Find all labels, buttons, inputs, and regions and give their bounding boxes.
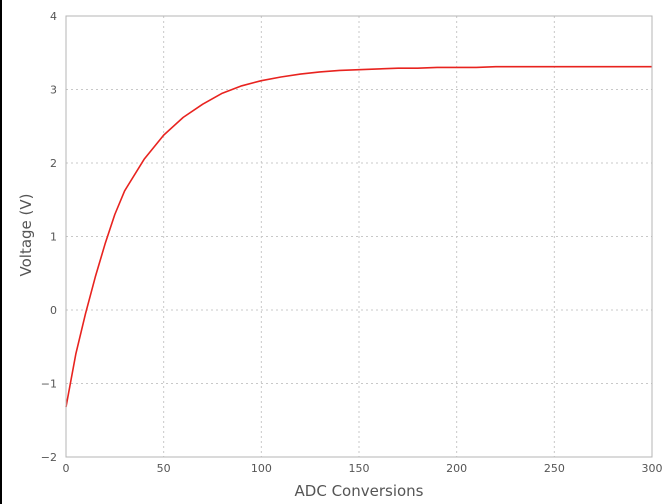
x-tick-label: 100 xyxy=(251,462,272,475)
tick-labels: 0 50 100 150 200 250 300 −2 −1 0 1 2 3 4 xyxy=(41,10,663,475)
voltage-series-line xyxy=(65,65,652,408)
x-tick-label: 0 xyxy=(63,462,70,475)
y-tick-label: 3 xyxy=(50,84,57,97)
y-tick-label: 1 xyxy=(50,231,57,244)
y-tick-label: 4 xyxy=(50,10,57,23)
y-tick-label: −1 xyxy=(41,378,57,391)
x-tick-label: 200 xyxy=(446,462,467,475)
x-tick-label: 50 xyxy=(157,462,171,475)
x-tick-label: 300 xyxy=(642,462,663,475)
y-axis-title: Voltage (V) xyxy=(17,194,35,277)
y-tick-label: 2 xyxy=(50,157,57,170)
grid xyxy=(66,16,652,457)
x-tick-label: 150 xyxy=(349,462,370,475)
x-tick-label: 250 xyxy=(544,462,565,475)
y-tick-label: 0 xyxy=(50,304,57,317)
plot-frame xyxy=(65,15,653,458)
series-layer xyxy=(65,65,652,408)
y-tick-label: −2 xyxy=(41,451,57,464)
x-axis-title: ADC Conversions xyxy=(295,482,424,500)
